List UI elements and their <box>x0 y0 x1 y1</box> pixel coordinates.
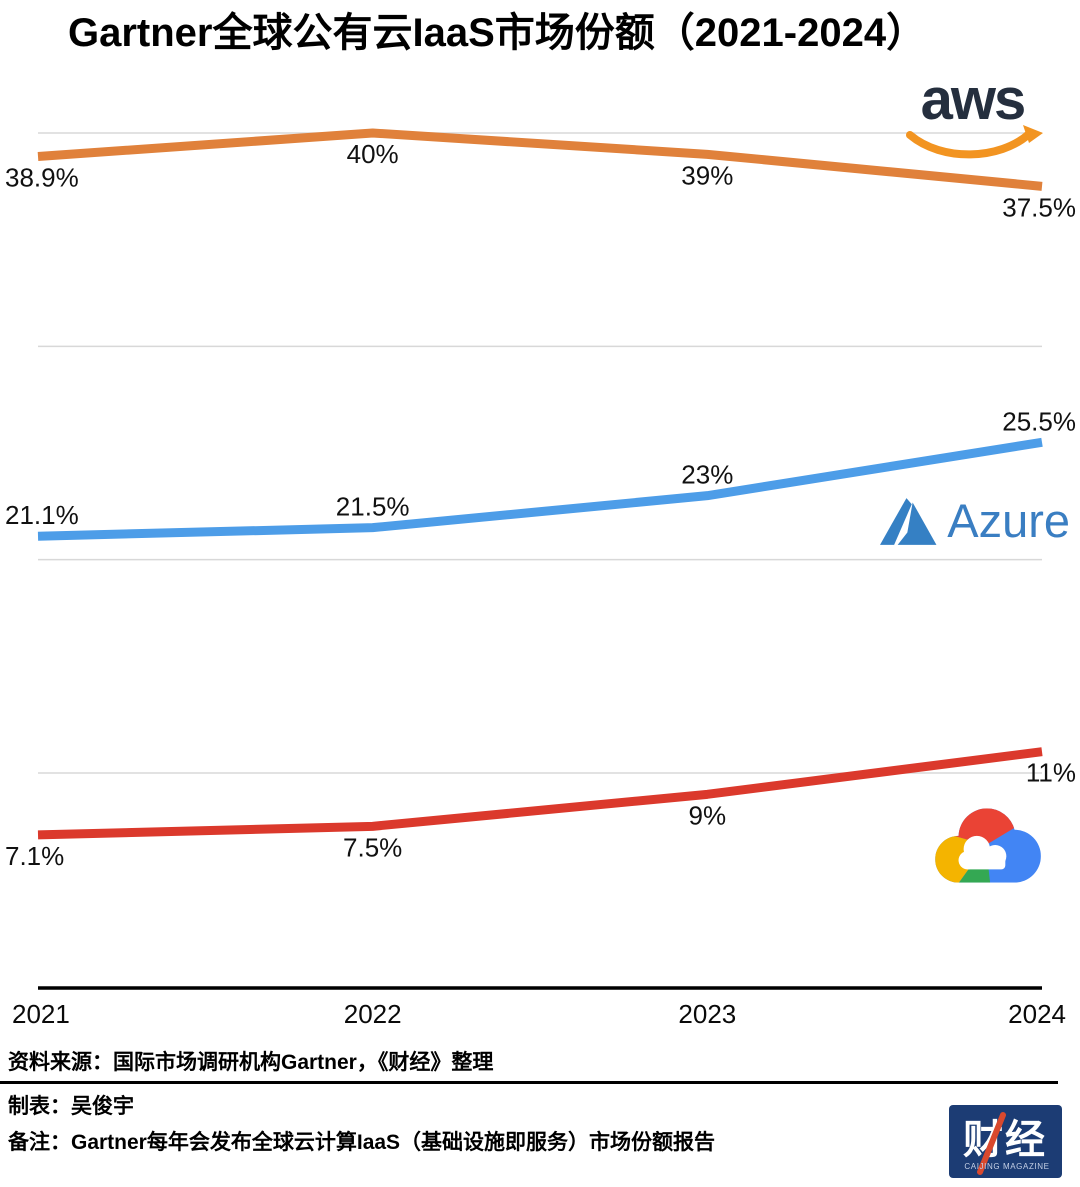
source-note: 资料来源：国际市场调研机构Gartner，《财经》整理 <box>8 1051 494 1074</box>
remark-note: 备注：Gartner每年会发布全球云计算IaaS（基础设施即服务）市场份额报告 <box>8 1131 716 1154</box>
line-chart: 38.9% 40% 39% 37.5% 21.1% 21.5% 23% 25.5% 7.1% 7.… <box>5 128 1076 1029</box>
aws-smile-curve <box>906 130 1033 159</box>
caijing-logo-art: 财经 CAIJING MAGAZINE <box>963 1112 1049 1175</box>
caijing-logo-subtext: CAIJING MAGAZINE <box>964 1162 1049 1171</box>
x-tick-label: 2022 <box>344 999 402 1029</box>
aws-series-line <box>37 128 1043 191</box>
aws-smile-arrow-tip <box>1023 125 1043 143</box>
google-cloud-series-line <box>37 747 1043 840</box>
data-label: 7.5% <box>343 832 402 862</box>
author-note: 制表：吴俊宇 <box>8 1095 134 1118</box>
data-label: 37.5% <box>1002 192 1076 222</box>
data-label: 39% <box>681 160 733 190</box>
aws-smile-icon <box>906 125 1043 159</box>
azure-mark-left <box>880 498 912 545</box>
caijing-logo-text: 财经 <box>963 1118 1047 1162</box>
azure-logo-text: Azure <box>947 494 1070 547</box>
data-label: 9% <box>689 800 727 830</box>
google-cloud-red-segment <box>936 808 1030 845</box>
google-cloud-inner-cloud <box>958 835 1007 870</box>
data-label: 40% <box>347 139 399 169</box>
x-tick-label: 2024 <box>1008 999 1066 1029</box>
aws-logo-text: aws <box>920 67 1027 132</box>
caijing-red-slash-icon <box>977 1112 1006 1175</box>
azure-series-line <box>37 437 1043 541</box>
footer-divider <box>0 1081 1058 1084</box>
inner-cloud-base <box>964 855 1006 870</box>
x-tick-label: 2023 <box>678 999 736 1029</box>
x-tick-label: 2021 <box>12 999 70 1029</box>
data-label: 7.1% <box>5 841 64 871</box>
data-label: 11% <box>1026 758 1076 788</box>
azure-mark-icon <box>880 498 937 545</box>
data-label: 23% <box>681 460 733 490</box>
caijing-magazine-logo: 财经 CAIJING MAGAZINE <box>949 1105 1062 1178</box>
data-label: 38.9% <box>5 162 79 192</box>
aws-logo: aws <box>900 67 1045 167</box>
azure-logo: Azure <box>880 488 1070 550</box>
data-label: 21.5% <box>336 492 410 522</box>
chart-title: Gartner全球公有云IaaS市场份额（2021-2024） <box>68 11 927 55</box>
azure-mark-right <box>897 502 937 545</box>
data-label: 25.5% <box>1002 406 1076 436</box>
data-label: 21.1% <box>5 500 79 530</box>
google-cloud-logo <box>935 808 1041 883</box>
